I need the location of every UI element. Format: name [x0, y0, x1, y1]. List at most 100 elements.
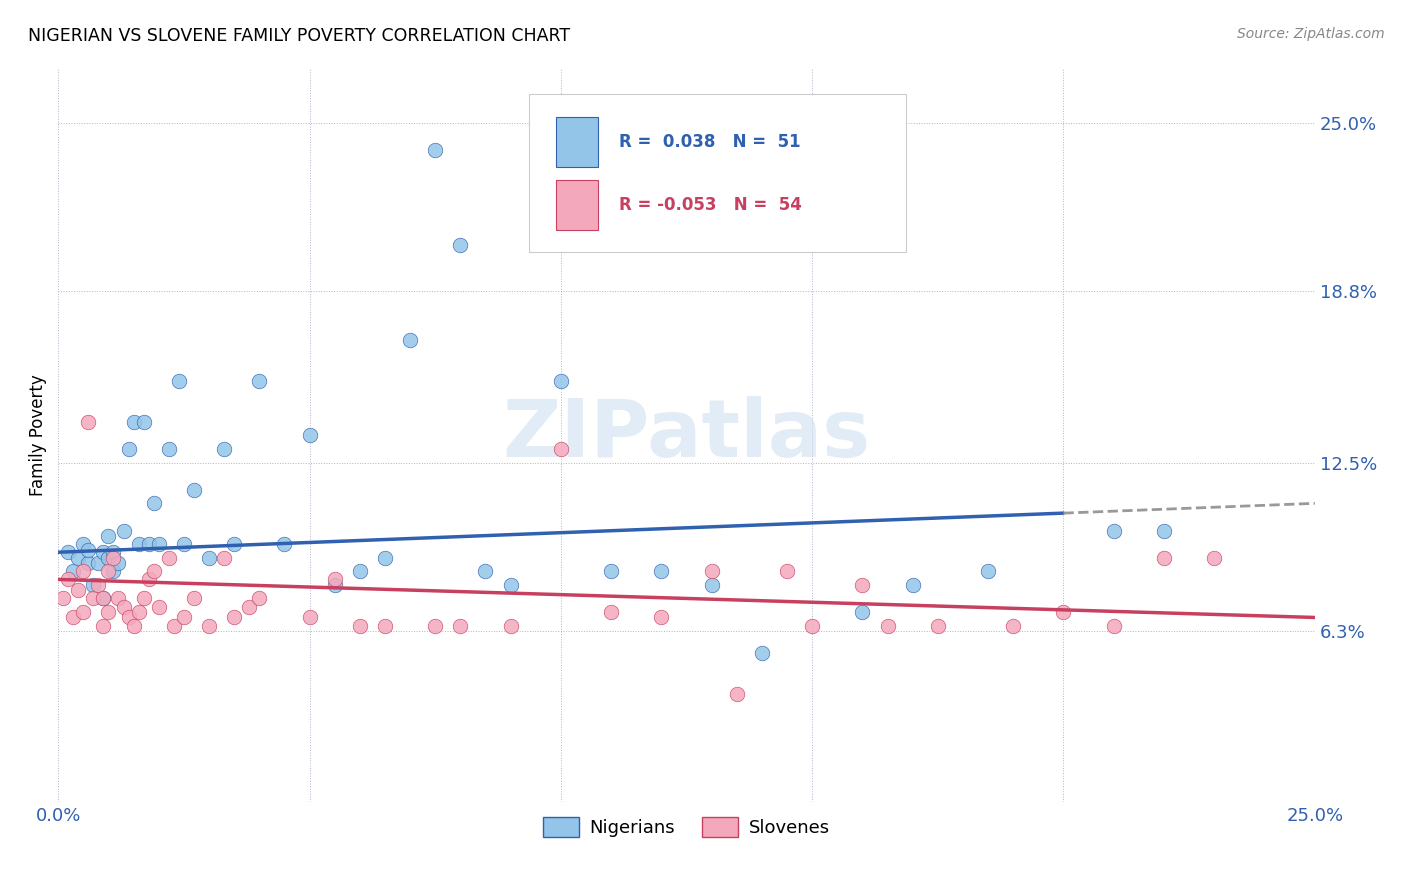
Point	[82, 578, 104, 592]
Point	[499, 578, 522, 592]
Point	[399, 333, 422, 347]
Text: ZIPatlas: ZIPatlas	[502, 396, 870, 475]
Point	[132, 591, 155, 606]
Point	[97, 564, 120, 578]
Y-axis label: Family Poverty: Family Poverty	[30, 375, 46, 496]
Point	[58, 573, 80, 587]
Point	[650, 610, 672, 624]
Point	[198, 550, 221, 565]
Point	[97, 529, 120, 543]
Point	[93, 545, 115, 559]
Point	[93, 591, 115, 606]
Point	[1204, 550, 1226, 565]
Point	[93, 591, 115, 606]
Point	[112, 524, 135, 538]
Point	[725, 687, 748, 701]
Point	[122, 415, 145, 429]
Point	[93, 618, 115, 632]
Point	[212, 550, 235, 565]
Point	[183, 591, 205, 606]
Point	[173, 610, 195, 624]
Point	[138, 573, 160, 587]
Point	[374, 618, 396, 632]
Point	[77, 556, 100, 570]
Point	[128, 605, 150, 619]
Point	[977, 564, 1000, 578]
Point	[132, 415, 155, 429]
Point	[52, 591, 75, 606]
Point	[87, 556, 110, 570]
Point	[224, 610, 246, 624]
Point	[374, 550, 396, 565]
Point	[1002, 618, 1025, 632]
Point	[700, 578, 723, 592]
Point	[349, 618, 371, 632]
Point	[1153, 524, 1175, 538]
Point	[183, 483, 205, 497]
Point	[851, 605, 873, 619]
Point	[103, 545, 125, 559]
Point	[138, 537, 160, 551]
Point	[298, 428, 321, 442]
Point	[77, 415, 100, 429]
Point	[72, 564, 94, 578]
Point	[167, 374, 190, 388]
Point	[273, 537, 295, 551]
FancyBboxPatch shape	[555, 179, 599, 229]
Point	[550, 374, 572, 388]
Point	[876, 618, 898, 632]
FancyBboxPatch shape	[530, 95, 907, 252]
Point	[87, 578, 110, 592]
Point	[927, 618, 949, 632]
Point	[425, 618, 447, 632]
Point	[157, 442, 180, 456]
Point	[67, 550, 90, 565]
Point	[82, 591, 104, 606]
Point	[1052, 605, 1074, 619]
Point	[107, 556, 129, 570]
Point	[650, 564, 672, 578]
Point	[751, 646, 773, 660]
Point	[901, 578, 924, 592]
Point	[474, 564, 496, 578]
Point	[247, 591, 270, 606]
Point	[550, 442, 572, 456]
Point	[148, 537, 170, 551]
Point	[449, 238, 471, 252]
Point	[173, 537, 195, 551]
Point	[117, 610, 139, 624]
Point	[776, 564, 799, 578]
Point	[62, 610, 84, 624]
Point	[1102, 618, 1125, 632]
Point	[58, 545, 80, 559]
Point	[700, 564, 723, 578]
Text: NIGERIAN VS SLOVENE FAMILY POVERTY CORRELATION CHART: NIGERIAN VS SLOVENE FAMILY POVERTY CORRE…	[28, 27, 571, 45]
Point	[851, 578, 873, 592]
Point	[142, 564, 165, 578]
Point	[1153, 550, 1175, 565]
Point	[323, 578, 346, 592]
Point	[148, 599, 170, 614]
Point	[112, 599, 135, 614]
Point	[224, 537, 246, 551]
Point	[67, 583, 90, 598]
Point	[238, 599, 260, 614]
Point	[103, 564, 125, 578]
FancyBboxPatch shape	[555, 117, 599, 167]
Point	[142, 496, 165, 510]
Point	[298, 610, 321, 624]
Legend: Nigerians, Slovenes: Nigerians, Slovenes	[536, 809, 838, 845]
Point	[122, 618, 145, 632]
Point	[97, 550, 120, 565]
Point	[157, 550, 180, 565]
Point	[349, 564, 371, 578]
Text: Source: ZipAtlas.com: Source: ZipAtlas.com	[1237, 27, 1385, 41]
Point	[801, 618, 824, 632]
Point	[425, 143, 447, 157]
Point	[247, 374, 270, 388]
Point	[198, 618, 221, 632]
Text: R =  0.038   N =  51: R = 0.038 N = 51	[620, 133, 801, 151]
Text: R = -0.053   N =  54: R = -0.053 N = 54	[620, 195, 803, 213]
Point	[72, 605, 94, 619]
Point	[97, 605, 120, 619]
